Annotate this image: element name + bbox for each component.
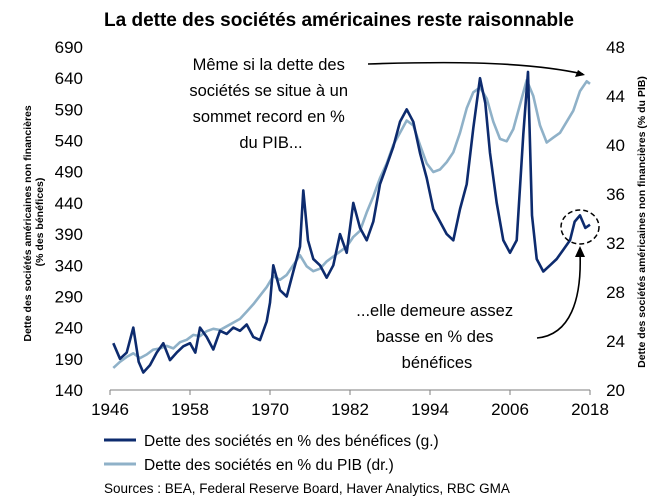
left-axis-label-line-2: (% des bénéfices) <box>34 178 46 267</box>
right-y-tick-label: 48 <box>606 38 625 57</box>
right-axis-label: Dette des sociétés américaines non finan… <box>636 76 648 368</box>
right-y-tick-label: 36 <box>606 185 625 204</box>
right-y-tick-label: 40 <box>606 136 625 155</box>
annotation-pib-line: Même si la dette des <box>193 56 345 74</box>
annotation-pib-arrow <box>367 61 584 75</box>
annotation-pib-line: sommet record en % <box>193 108 346 126</box>
left-y-tick-label: 190 <box>55 350 83 369</box>
highlight-circle <box>560 209 600 245</box>
chart-title: La dette des sociétés américaines reste … <box>104 10 574 31</box>
left-y-tick-label: 490 <box>55 163 83 182</box>
left-y-tick-label: 590 <box>55 100 83 119</box>
annotation-benefices-arrowhead <box>575 246 585 257</box>
legend: Dette des sociétés en % des bénéfices (g… <box>104 433 439 474</box>
right-y-tick-label: 28 <box>606 283 625 302</box>
annotation-pib-text: Même si la dette des sociétés se situe à… <box>189 56 352 152</box>
x-tick-label: 1994 <box>411 400 449 419</box>
x-tick-label: 1958 <box>171 400 209 419</box>
series-line-benefices <box>112 70 591 374</box>
right-y-tick-label: 24 <box>606 332 625 351</box>
x-tick-label: 1946 <box>91 400 129 419</box>
x-tick-label: 2006 <box>491 400 529 419</box>
x-tick-label: 1970 <box>251 400 289 419</box>
left-y-axis-ticks: 140 190 240 290 340 390 440 490 540 590 640 690 <box>55 38 83 400</box>
left-y-tick-label: 540 <box>55 132 83 151</box>
left-y-tick-label: 240 <box>55 319 83 338</box>
x-tick-label: 1982 <box>331 400 369 419</box>
annotation-pib-arrowhead <box>575 70 585 77</box>
source-note: Sources : BEA, Federal Reserve Board, Ha… <box>104 481 510 496</box>
right-y-tick-label: 32 <box>606 234 625 253</box>
annotation-benefices-line: ...elle demeure assez <box>356 302 513 320</box>
legend-label-pib: Dette des sociétés en % du PIB (dr.) <box>144 457 394 474</box>
x-tick-label: 2018 <box>571 400 609 419</box>
left-y-tick-label: 390 <box>55 225 83 244</box>
left-y-tick-label: 640 <box>55 69 83 88</box>
left-y-tick-label: 690 <box>55 38 83 57</box>
annotation-benefices-text: ...elle demeure assez basse en % des bén… <box>356 302 517 372</box>
annotation-pib-line: sociétés se situe à un <box>189 82 348 100</box>
annotation-benefices-line: bénéfices <box>402 354 473 372</box>
annotation-benefices-arrow <box>536 251 581 339</box>
annotation-pib: Même si la dette des sociétés se situe à… <box>189 56 585 152</box>
left-y-tick-label: 290 <box>55 287 83 306</box>
plot-area: 1946 1958 1970 1982 1994 2006 2018 140 190 240 29… <box>55 38 625 419</box>
x-axis-ticks: 1946 1958 1970 1982 1994 2006 2018 <box>91 390 609 419</box>
legend-label-benefices: Dette des sociétés en % des bénéfices (g… <box>144 433 439 450</box>
right-y-axis-ticks: 20 24 28 32 36 40 44 48 <box>606 38 625 400</box>
annotation-benefices-line: basse en % des <box>376 328 493 346</box>
left-y-tick-label: 340 <box>55 256 83 275</box>
left-axis-label: Dette des sociétés américaines non finan… <box>22 102 46 341</box>
annotation-pib-line: du PIB... <box>239 134 302 152</box>
left-y-tick-label: 440 <box>55 194 83 213</box>
left-y-tick-label: 140 <box>55 381 83 400</box>
left-axis-label-line-1: Dette des sociétés américaines non finan… <box>22 105 34 342</box>
right-y-tick-label: 44 <box>606 87 625 106</box>
series-line-pib <box>112 78 591 369</box>
annotation-benefices: ...elle demeure assez basse en % des bén… <box>356 209 600 372</box>
right-y-tick-label: 20 <box>606 381 625 400</box>
